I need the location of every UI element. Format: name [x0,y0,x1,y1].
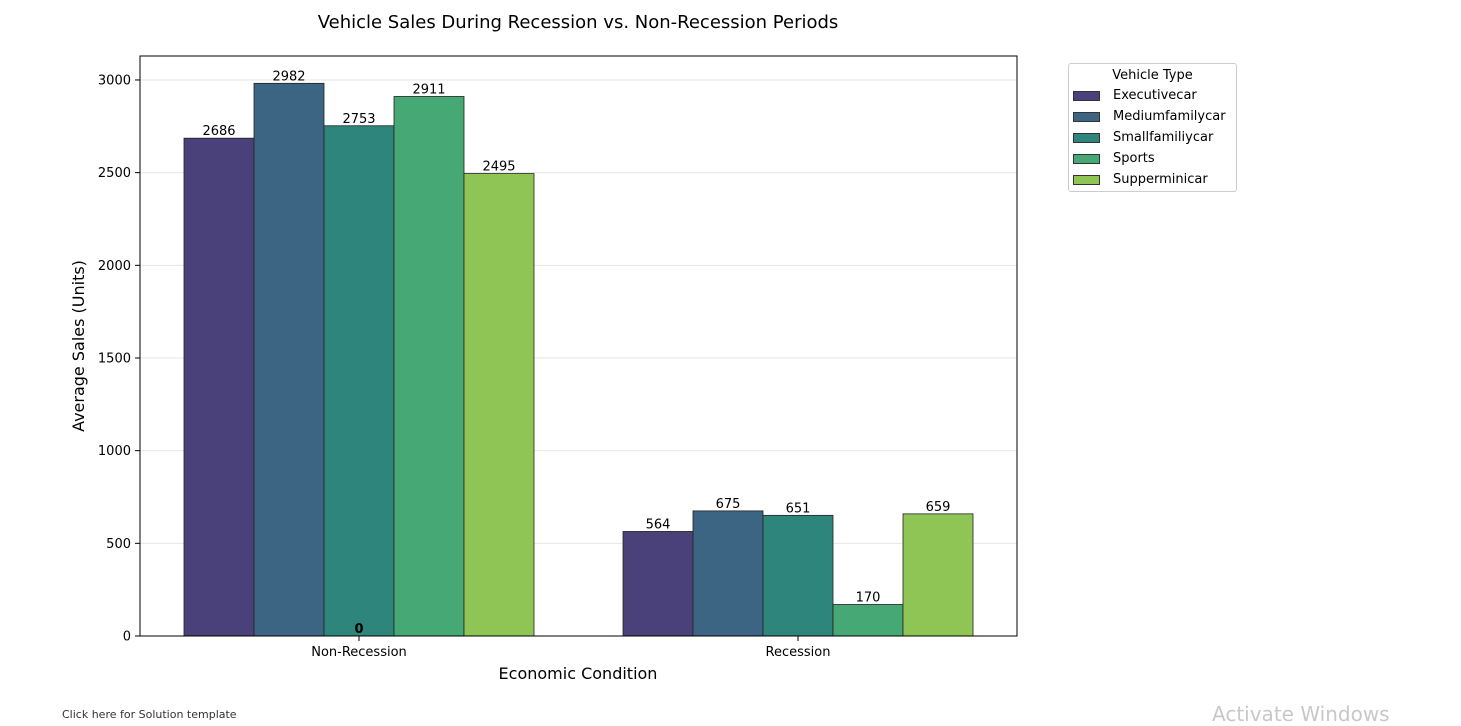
bar-value-label: 675 [716,497,741,512]
y-tick-label: 2000 [98,259,131,274]
bar-value-label: 2911 [412,82,445,97]
chart-title: Vehicle Sales During Recession vs. Non-R… [318,12,839,33]
y-tick-label: 2500 [98,166,131,181]
legend-title: Vehicle Type [1112,68,1193,83]
bar-value-label: 659 [926,500,951,515]
y-tick-label: 500 [106,537,131,552]
bar [253,82,325,637]
bar-value-label: 2495 [482,160,515,175]
x-axis-ticks: Non-Recession Recession [311,636,830,660]
bar [832,604,904,637]
x-tick-label: Non-Recession [311,645,407,660]
bar-value-labels: 2686 564 2982 675 2753 651 2911 170 2495 659 0 [202,69,950,637]
bar-value-label: 170 [856,590,881,605]
bar [622,531,694,637]
y-tick-label: 3000 [98,73,131,88]
legend: Vehicle Type Executivecar Mediumfamilycar… [1068,63,1237,192]
legend-swatch [1073,112,1100,122]
x-axis-label: Economic Condition [499,664,658,683]
bar-value-label: 2753 [342,112,375,127]
plot-frame [139,55,1018,637]
annotation-label: 0 [354,622,363,637]
legend-label: Mediumfamilycar [1113,109,1226,124]
legend-swatch [1073,91,1100,101]
bar [393,96,465,637]
bar [323,125,395,637]
y-tick-label: 1500 [98,351,131,366]
legend-label: Sports [1113,151,1155,166]
y-axis-ticks: 0 500 1000 1500 2000 2500 3000 [98,73,140,645]
bar [463,173,535,637]
bar-value-label: 2982 [272,69,305,84]
legend-swatch [1073,154,1100,164]
bar [762,514,834,637]
legend-label: Executivecar [1113,88,1197,103]
bar-value-label: 564 [646,517,671,532]
bar [902,513,974,637]
bar-value-label: 651 [786,501,811,516]
bar [692,510,764,637]
y-axis-label: Average Sales (Units) [69,260,88,432]
bar-value-label: 2686 [202,124,235,139]
bar [183,137,255,637]
x-tick-label: Recession [766,645,831,660]
legend-label: Supperminicar [1113,172,1208,187]
legend-swatch [1073,175,1100,185]
legend-label: Smallfamiliycar [1113,130,1214,145]
activation-watermark: Activate Windows [1212,702,1390,726]
legend-swatch [1073,133,1100,143]
y-tick-label: 1000 [98,444,131,459]
bars [183,82,974,637]
y-tick-label: 0 [123,630,131,645]
